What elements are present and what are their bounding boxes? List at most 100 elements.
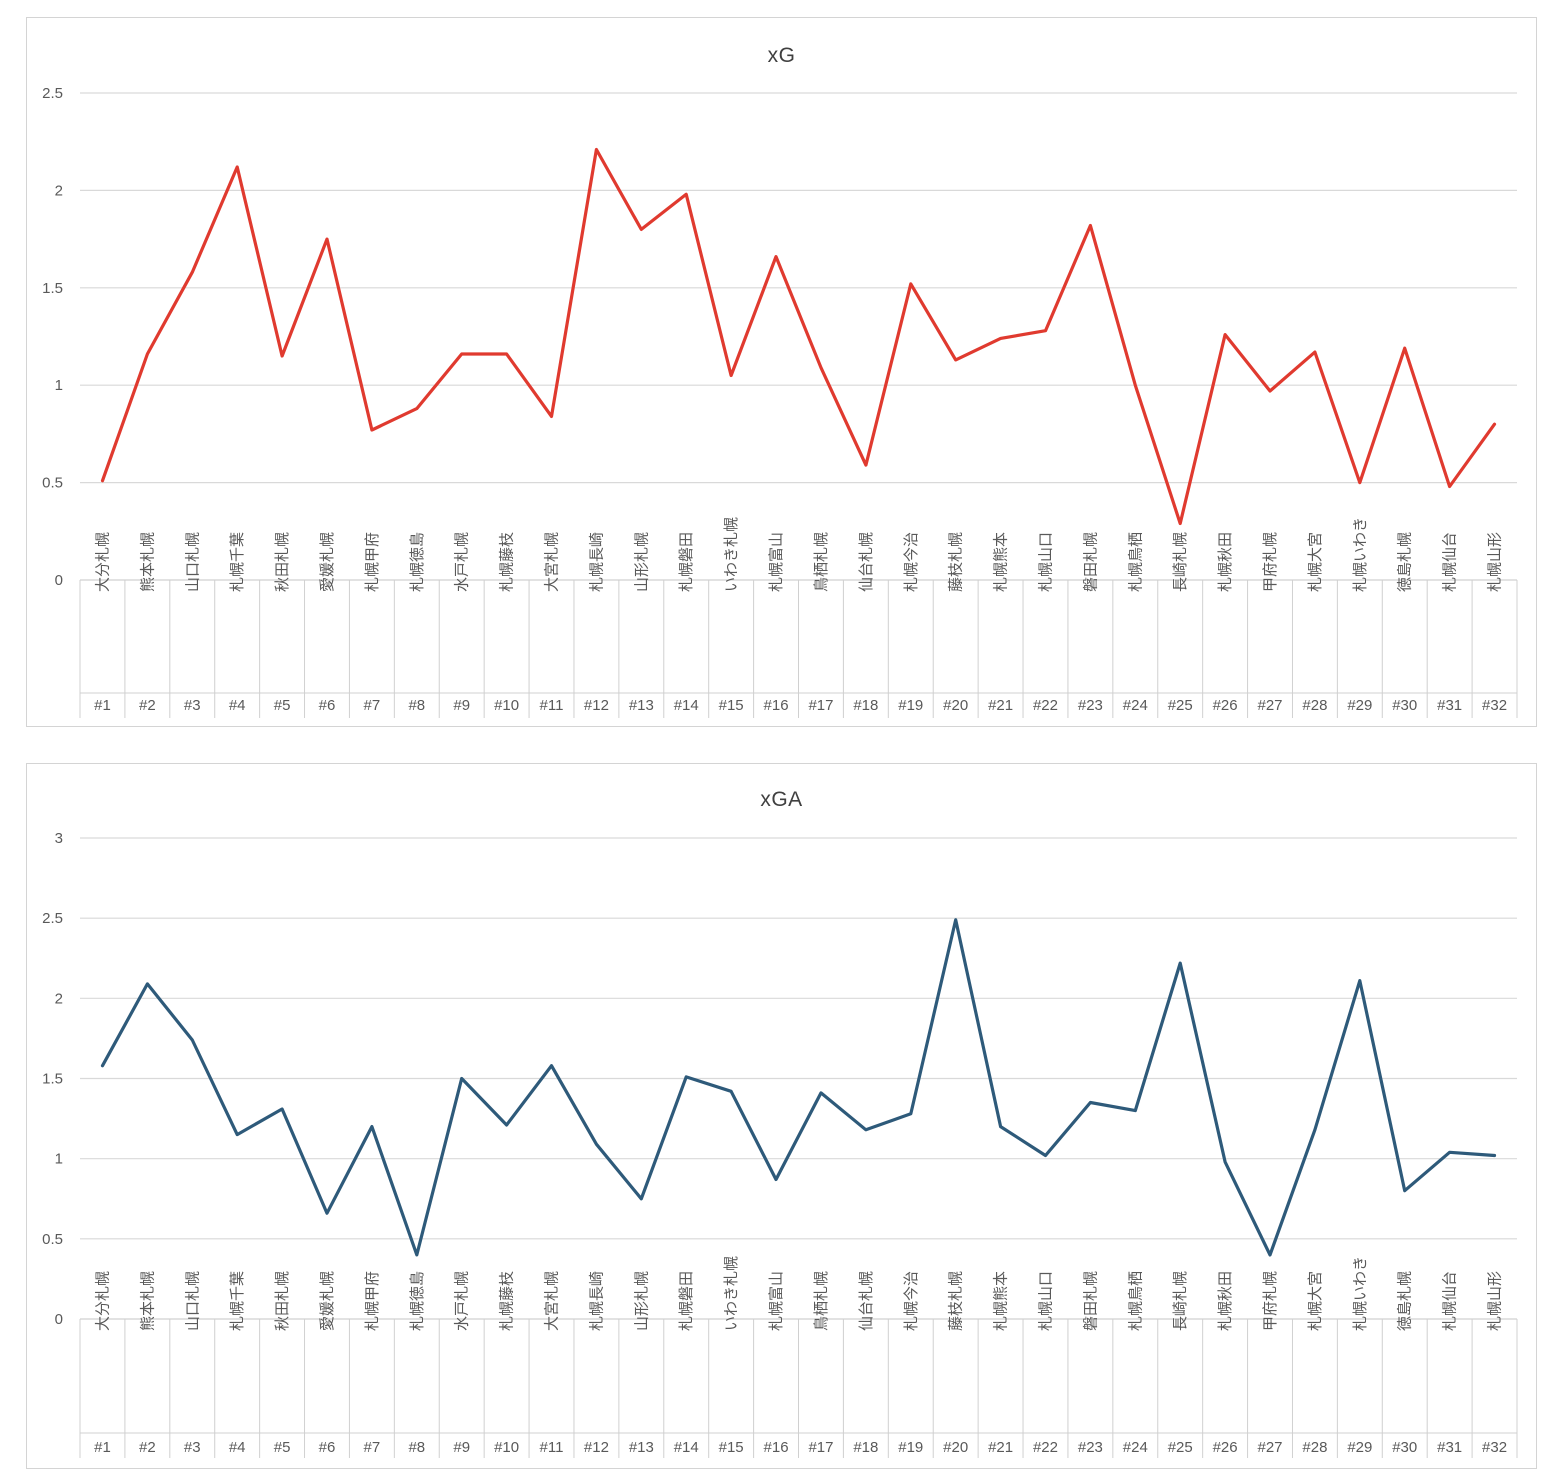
x-category-label: 札幌秋田 (1217, 532, 1234, 592)
y-tick-label: 1.5 (42, 1071, 63, 1088)
x-category-label: 大宮札幌 (544, 532, 561, 592)
x-match-number: #32 (1482, 697, 1507, 714)
gridlines (80, 837, 1517, 1240)
x-category-label: 秋田札幌 (274, 1271, 291, 1331)
x-category-label: 甲府札幌 (1262, 532, 1279, 592)
x-match-number: #1 (94, 1439, 111, 1456)
y-tick-label: 2.5 (42, 85, 63, 102)
x-category-label: 札幌千葉 (229, 532, 246, 592)
x-match-number: #17 (808, 697, 833, 714)
x-match-number: #30 (1392, 697, 1417, 714)
x-category-label: 札幌長崎 (588, 1271, 605, 1331)
x-category-label: 札幌鳥栖 (1126, 1271, 1144, 1331)
x-category-label: 藤枝札幌 (948, 532, 965, 592)
x-match-number: #30 (1392, 1439, 1417, 1456)
x-category-label: 札幌今治 (903, 1271, 920, 1331)
x-match-number: #26 (1213, 697, 1238, 714)
x-category-label: いわき札幌 (723, 517, 740, 592)
x-match-number: #8 (408, 1439, 425, 1456)
x-match-number: #18 (853, 697, 878, 714)
x-match-number: #13 (629, 1439, 654, 1456)
x-match-number: #21 (988, 1439, 1013, 1456)
x-category-label: 札幌いわき (1352, 1256, 1369, 1331)
x-category-label: 札幌徳島 (409, 1271, 426, 1331)
series-line (100, 147, 1497, 526)
x-match-number: #5 (274, 1439, 291, 1456)
x-match-number: #24 (1123, 1439, 1148, 1456)
y-tick-label: 1.5 (42, 280, 63, 297)
x-category-label: 水戸札幌 (454, 1271, 471, 1331)
x-category-label: 札幌山口 (1037, 1271, 1054, 1331)
x-category-label: 札幌藤枝 (499, 1271, 516, 1331)
x-category-label: 大宮札幌 (544, 1271, 561, 1331)
x-category-label: 札幌山口 (1037, 532, 1054, 592)
x-category-label: 鳥栖札幌 (812, 1271, 830, 1331)
x-category-label: 熊本札幌 (139, 1271, 156, 1331)
data-points (102, 149, 1495, 524)
x-category-label: 札幌仙台 (1442, 1271, 1459, 1331)
x-category-label: 山口札幌 (184, 532, 201, 592)
x-match-number: #20 (943, 1439, 968, 1456)
y-tick-label: 3 (55, 830, 63, 847)
x-category-label: 仙台札幌 (858, 532, 875, 592)
data-points (102, 919, 1495, 1255)
x-match-number: #4 (229, 1439, 246, 1456)
x-category-label: 札幌仙台 (1442, 532, 1459, 592)
x-category-label: 磐田札幌 (1082, 532, 1099, 592)
x-match-number: #31 (1437, 697, 1462, 714)
x-category-label: 札幌甲府 (364, 1271, 381, 1331)
x-match-number: #28 (1302, 697, 1327, 714)
x-match-number: #9 (453, 1439, 470, 1456)
xga-chart-plot: 0 0.5 1 1.5 2 2.5 3 大分札幌 #1 熊本札幌 #2 山口札幌 #3 札幌千葉 #4 秋田札… (42, 830, 1518, 1458)
x-match-number: #3 (184, 1439, 201, 1456)
x-category-label: 札幌富山 (767, 532, 785, 592)
x-category-label: 熊本札幌 (139, 532, 156, 592)
x-category-label: 藤枝札幌 (948, 1271, 965, 1331)
x-category-label: 札幌秋田 (1217, 1271, 1234, 1331)
x-match-number: #7 (364, 697, 381, 714)
xg-chart-plot: 0 0.5 1 1.5 2 2.5 大分札幌 #1 熊本札幌 #2 山口札幌 #3 札幌千葉 #4 秋田札幌… (42, 85, 1518, 718)
x-category-label: 札幌磐田 (678, 532, 695, 592)
x-match-number: #10 (494, 1439, 519, 1456)
x-match-number: #21 (988, 697, 1013, 714)
x-match-number: #6 (319, 1439, 336, 1456)
x-match-number: #27 (1258, 1439, 1283, 1456)
x-category-label: 札幌山形 (1487, 532, 1504, 592)
x-match-number: #16 (764, 697, 789, 714)
series-line (100, 918, 1497, 1257)
x-category-label: 仙台札幌 (858, 1271, 875, 1331)
x-category-label: 札幌いわき (1352, 517, 1369, 592)
x-match-number: #9 (453, 697, 470, 714)
x-match-number: #23 (1078, 1439, 1103, 1456)
x-match-number: #25 (1168, 1439, 1193, 1456)
x-category-label: 大分札幌 (94, 1271, 111, 1331)
x-category-label: 甲府札幌 (1262, 1271, 1279, 1331)
y-axis: 0 0.5 1 1.5 2 2.5 3 (42, 830, 63, 1328)
x-category-label: 札幌熊本 (993, 532, 1010, 592)
y-tick-label: 0.5 (42, 475, 63, 492)
x-match-number: #2 (139, 697, 156, 714)
x-category-label: 愛媛札幌 (319, 532, 336, 592)
x-category-label: 秋田札幌 (274, 532, 291, 592)
x-category-label: 長崎札幌 (1172, 532, 1189, 592)
y-tick-label: 1 (55, 377, 63, 394)
x-match-number: #29 (1347, 1439, 1372, 1456)
x-category-label: 札幌富山 (767, 1271, 785, 1331)
x-match-number: #28 (1302, 1439, 1327, 1456)
x-category-label: 札幌今治 (903, 532, 920, 592)
x-match-number: #22 (1033, 697, 1058, 714)
x-match-number: #6 (319, 697, 336, 714)
y-tick-label: 2 (55, 182, 63, 199)
x-category-label: 山口札幌 (184, 1271, 201, 1331)
x-match-number: #32 (1482, 1439, 1507, 1456)
x-category-label: 札幌磐田 (678, 1271, 695, 1331)
chart-title: xG (767, 44, 796, 67)
x-category-label: 札幌千葉 (229, 1271, 246, 1331)
x-axis: 大分札幌 #1 熊本札幌 #2 山口札幌 #3 札幌千葉 #4 秋田札幌 #5 愛媛札幌 #6 札幌甲府… (79, 1256, 1518, 1458)
x-category-label: 長崎札幌 (1172, 1271, 1189, 1331)
x-category-label: 山形札幌 (633, 1271, 650, 1331)
x-category-label: 水戸札幌 (454, 532, 471, 592)
x-category-label: 札幌甲府 (364, 532, 381, 592)
x-category-label: 徳島札幌 (1397, 532, 1414, 592)
x-match-number: #4 (229, 697, 246, 714)
